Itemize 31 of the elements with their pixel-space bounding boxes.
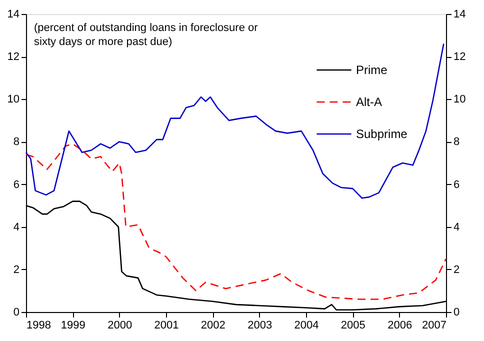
x-tick-label: 2004 (294, 320, 319, 332)
y2-tick-label: 14 (454, 8, 466, 20)
y-tick-label: 4 (13, 221, 20, 234)
x-tick-label: 2007 (422, 320, 446, 332)
legend-label: Subprime (356, 127, 408, 141)
y-tick-label: 12 (7, 51, 20, 64)
legend-label: Alt-A (356, 95, 382, 109)
x-tick-label: 2001 (154, 320, 179, 332)
y2-tick-label: 8 (454, 136, 460, 148)
x-tick-label: 2003 (248, 320, 272, 332)
y2-tick-label: 2 (454, 264, 460, 276)
y2-tick-label: 0 (454, 306, 460, 318)
y2-tick-label: 12 (454, 51, 466, 64)
y-tick-label: 8 (13, 136, 20, 148)
legend-label: Prime (356, 63, 388, 77)
line-series (25, 143, 447, 300)
x-tick-label: 2006 (388, 320, 412, 332)
y-tick-label: 6 (13, 178, 20, 191)
x-tick-label: 2002 (200, 320, 226, 332)
y2-tick-label: 6 (454, 178, 460, 191)
y2-tick-label: 4 (454, 221, 460, 234)
y2-tick-label: 10 (454, 94, 466, 106)
y-tick-label: 2 (13, 264, 20, 276)
y-tick-label: 14 (7, 8, 20, 20)
x-tick-label: 1999 (60, 320, 86, 332)
y-tick-label: 0 (13, 306, 20, 318)
x-tick-label: 2000 (108, 320, 132, 332)
x-tick-label: 2005 (340, 320, 366, 332)
annotation: (percent of outstanding loans in foreclosure or sixty days or more past due) (34, 22, 258, 48)
y-tick-label: 10 (7, 94, 20, 106)
x-tick-label: 1998 (26, 320, 51, 332)
